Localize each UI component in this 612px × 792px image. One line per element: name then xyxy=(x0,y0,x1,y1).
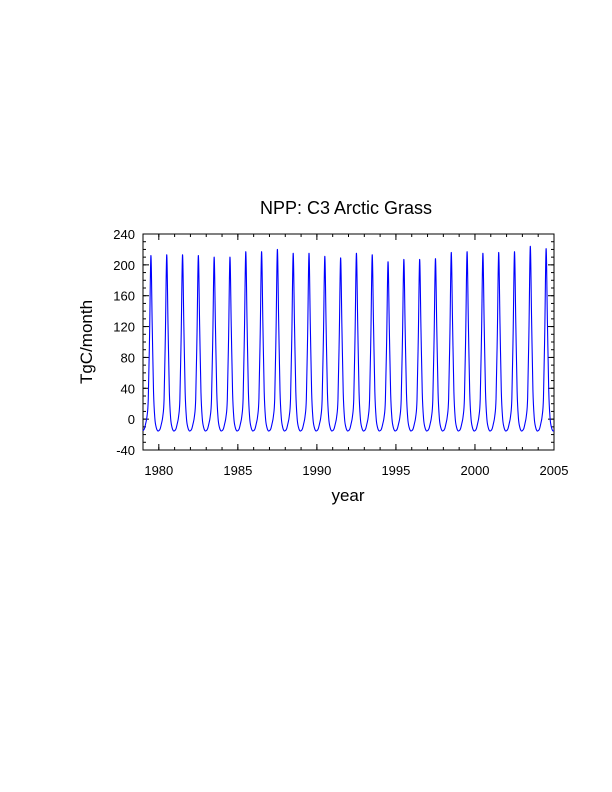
x-tick-label: 1985 xyxy=(223,463,252,478)
y-tick-label: 120 xyxy=(113,320,135,335)
x-tick-labels: 1980 1985 1990 1995 2000 2005 xyxy=(144,463,568,478)
y-tick-label: 80 xyxy=(121,350,135,365)
y-axis-label: TgC/month xyxy=(77,300,96,384)
plot-area xyxy=(142,233,555,451)
plot-frame xyxy=(142,233,555,451)
x-tick-label: 2000 xyxy=(461,463,490,478)
minor-ticks xyxy=(142,233,555,451)
x-tick-label: 1995 xyxy=(381,463,410,478)
x-axis-label: year xyxy=(331,486,364,505)
major-ticks xyxy=(143,233,555,451)
series-layer xyxy=(142,245,555,432)
y-tick-label: -40 xyxy=(116,443,135,458)
y-tick-labels: -40 0 40 80 120 160 200 240 xyxy=(113,227,135,458)
y-tick-label: 240 xyxy=(113,227,135,242)
y-tick-label: 0 xyxy=(128,412,135,427)
y-tick-label: 40 xyxy=(121,381,135,396)
y-tick-label: 200 xyxy=(113,258,135,273)
series-line xyxy=(142,245,555,432)
x-tick-label: 2005 xyxy=(540,463,569,478)
chart-title: NPP: C3 Arctic Grass xyxy=(260,198,432,218)
y-tick-label: 160 xyxy=(113,289,135,304)
x-tick-label: 1980 xyxy=(144,463,173,478)
x-tick-label: 1990 xyxy=(302,463,331,478)
